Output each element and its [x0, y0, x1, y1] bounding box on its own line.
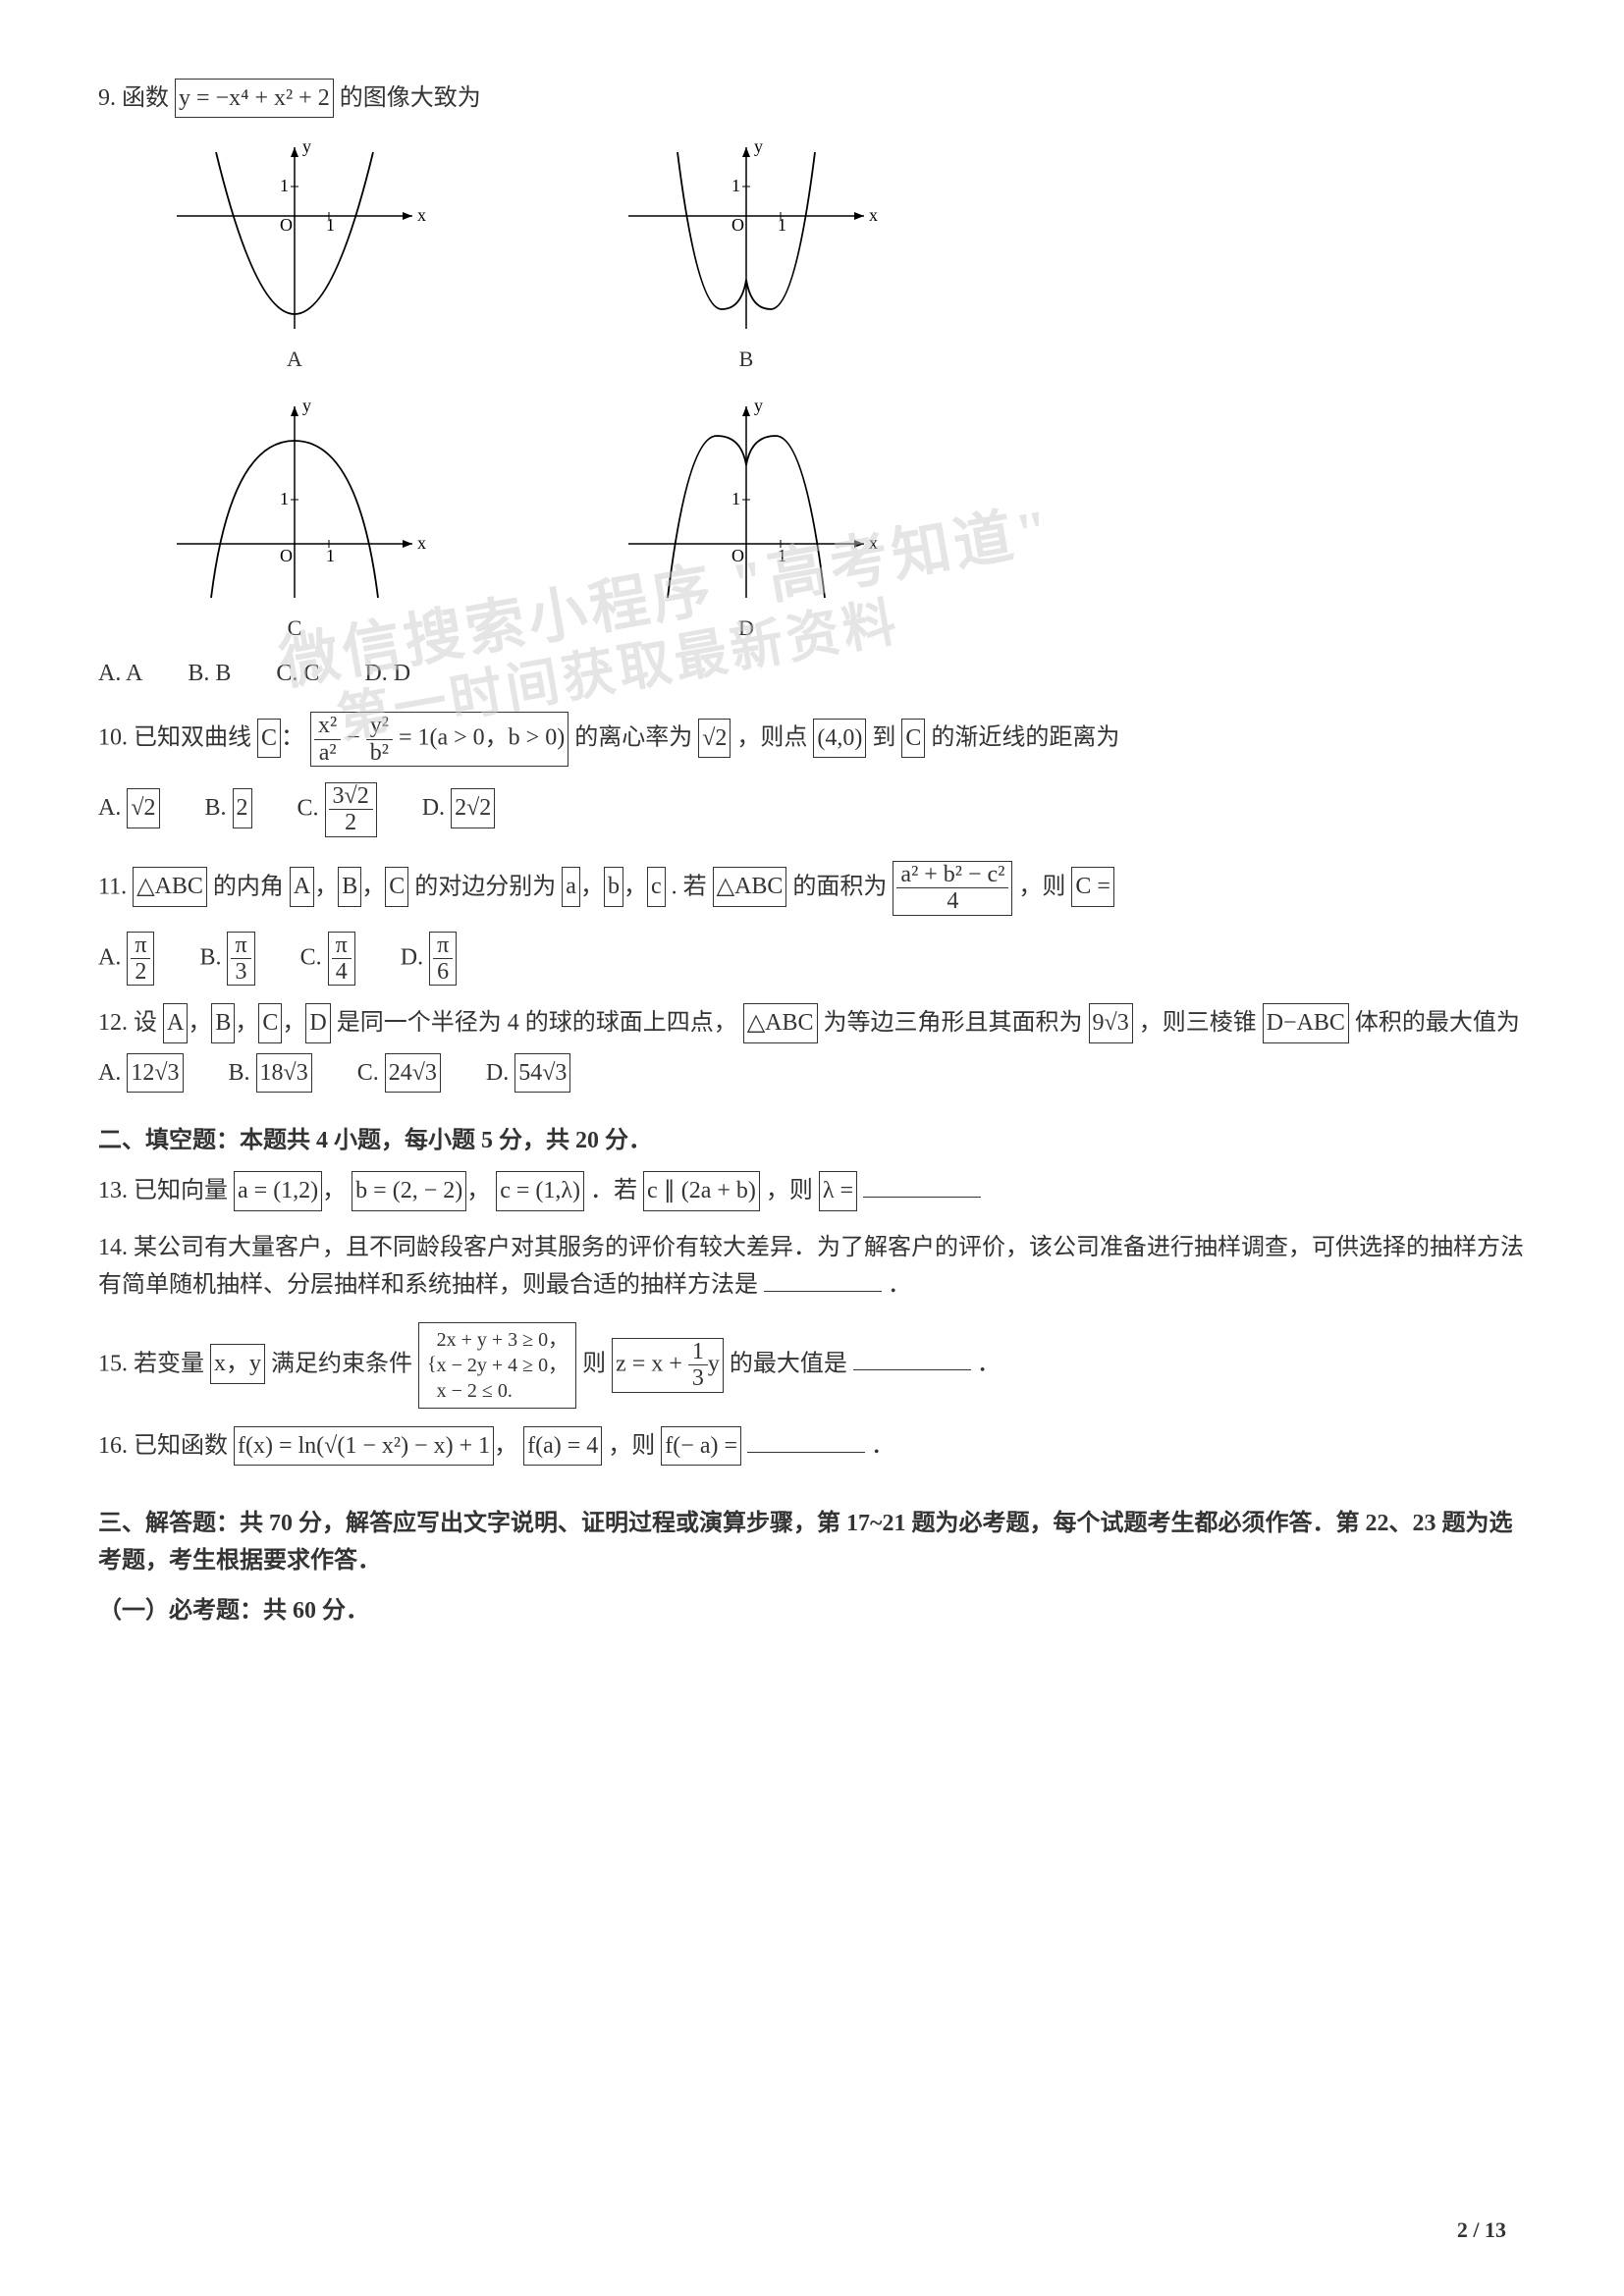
q10-ecc: √2: [698, 719, 731, 758]
q10-opt-C: C. 3√22: [298, 782, 377, 837]
question-11: 11. △ABC 的内角 A，B，C 的对边分别为 a，b，c . 若 △ABC…: [98, 861, 1526, 987]
chart-B: x y O 1 1 B: [609, 137, 884, 376]
q12-opt-D: D. 54√3: [486, 1053, 571, 1093]
chart-B-svg: x y O 1 1: [609, 137, 884, 334]
svg-text:1: 1: [731, 176, 740, 195]
q12-options: A. 12√3 B. 18√3 C. 24√3 D. 54√3: [98, 1053, 1526, 1093]
charts-row-2: x y O 1 1 C x y O 1 1: [157, 397, 1526, 645]
q10-C2: C: [901, 719, 925, 758]
svg-text:1: 1: [326, 546, 335, 565]
svg-text:x: x: [417, 205, 426, 225]
q9-formula: y = −x⁴ + x² + 2: [175, 79, 334, 118]
chart-D: x y O 1 1 D: [609, 397, 884, 645]
q11-prefix: 11.: [98, 874, 133, 899]
chart-C-svg: x y O 1 1: [157, 397, 432, 603]
q11-options: A. π2 B. π3 C. π4 D. π6: [98, 932, 1526, 987]
q10-txt3: 到: [872, 725, 895, 751]
svg-text:O: O: [280, 546, 293, 565]
svg-text:O: O: [280, 215, 293, 235]
q10-C: C: [257, 719, 281, 758]
svg-text:x: x: [869, 205, 878, 225]
chart-A-svg: x y O 1 1: [157, 137, 432, 334]
svg-text:y: y: [754, 397, 763, 415]
question-15: 15. 若变量 x，y 满足约束条件 { 2x + y + 3 ≥ 0， x −…: [98, 1322, 1526, 1409]
q10-txt4: 的渐近线的距离为: [931, 725, 1119, 751]
q15-blank: [853, 1347, 971, 1370]
q10-options: A. √2 B. 2 C. 3√22 D. 2√2: [98, 782, 1526, 837]
svg-text:1: 1: [280, 176, 289, 195]
chart-B-label: B: [739, 342, 754, 376]
q9-options: A. A B. B C. C D. D: [98, 655, 1526, 692]
q15-constraints: { 2x + y + 3 ≥ 0， x − 2y + 4 ≥ 0， x − 2 …: [418, 1322, 576, 1409]
section-3-sub: （一）必考题：共 60 分．: [98, 1592, 1526, 1629]
q11-opt-D: D. π6: [401, 932, 457, 987]
svg-text:1: 1: [778, 215, 786, 235]
question-13: 13. 已知向量 a = (1,2)， b = (2, − 2)， c = (1…: [98, 1171, 1526, 1210]
question-14: 14. 某公司有大量客户，且不同龄段客户对其服务的评价有较大差异．为了解客户的评…: [98, 1229, 1526, 1305]
q12-opt-A: A. 12√3: [98, 1053, 184, 1093]
svg-text:1: 1: [280, 489, 289, 508]
svg-text:x: x: [417, 533, 426, 553]
svg-text:x: x: [869, 533, 878, 553]
chart-D-svg: x y O 1 1: [609, 397, 884, 603]
chart-A: x y O 1 1 A: [157, 137, 432, 376]
svg-text:O: O: [731, 546, 744, 565]
chart-C-label: C: [288, 611, 302, 645]
svg-text:O: O: [731, 215, 744, 235]
svg-text:1: 1: [731, 489, 740, 508]
q14-blank: [764, 1268, 882, 1292]
question-9: 9. 函数 y = −x⁴ + x² + 2 的图像大致为 x y O 1 1 …: [98, 79, 1526, 692]
q11-opt-C: C. π4: [300, 932, 355, 987]
q11-opt-B: B. π3: [199, 932, 254, 987]
q11-frac: a² + b² − c²4: [893, 861, 1012, 916]
svg-text:y: y: [302, 137, 311, 156]
svg-text:y: y: [302, 397, 311, 415]
q9-prefix: 9. 函数: [98, 85, 169, 111]
charts-row-1: x y O 1 1 A x y O 1 1: [157, 137, 1526, 376]
q11-opt-A: A. π2: [98, 932, 154, 987]
question-12: 12. 设 A，B，C，D 是同一个半径为 4 的球的球面上四点， △ABC 为…: [98, 1003, 1526, 1093]
q12-opt-C: C. 24√3: [357, 1053, 441, 1093]
page-number: 2 / 13: [1457, 2213, 1506, 2247]
svg-text:1: 1: [326, 215, 335, 235]
q16-blank: [747, 1429, 865, 1453]
section-3-title: 三、解答题：共 70 分，解答应写出文字说明、证明过程或演算步骤，第 17~21…: [98, 1505, 1526, 1580]
q10-txt2: ，则点: [736, 725, 807, 751]
chart-D-label: D: [738, 611, 754, 645]
q9-opt-A: A. A: [98, 655, 142, 692]
question-16: 16. 已知函数 f(x) = ln(√(1 − x²) − x) + 1， f…: [98, 1426, 1526, 1466]
q9-opt-B: B. B: [188, 655, 231, 692]
q10-opt-D: D. 2√2: [422, 788, 496, 828]
q10-prefix: 10. 已知双曲线: [98, 725, 251, 751]
q13-blank: [863, 1174, 981, 1198]
q10-formula: x²a² − y²b² = 1(a > 0，b > 0): [310, 712, 568, 767]
q9-opt-C: C. C: [276, 655, 319, 692]
question-10: 10. 已知双曲线 C： x²a² − y²b² = 1(a > 0，b > 0…: [98, 712, 1526, 837]
svg-text:1: 1: [778, 546, 786, 565]
chart-A-label: A: [287, 342, 302, 376]
q15-z: z = x + 13y: [612, 1338, 724, 1393]
q11-tri: △ABC: [133, 867, 207, 906]
chart-C: x y O 1 1 C: [157, 397, 432, 645]
section-2-title: 二、填空题：本题共 4 小题，每小题 5 分，共 20 分．: [98, 1122, 1526, 1159]
q9-opt-D: D. D: [364, 655, 410, 692]
q10-opt-B: B. 2: [205, 788, 252, 828]
q10-point: (4,0): [813, 719, 866, 758]
q10-opt-A: A. √2: [98, 788, 160, 828]
svg-text:y: y: [754, 137, 763, 156]
q9-suffix: 的图像大致为: [340, 85, 481, 111]
q12-opt-B: B. 18√3: [229, 1053, 312, 1093]
q10-txt1: 的离心率为: [574, 725, 692, 751]
